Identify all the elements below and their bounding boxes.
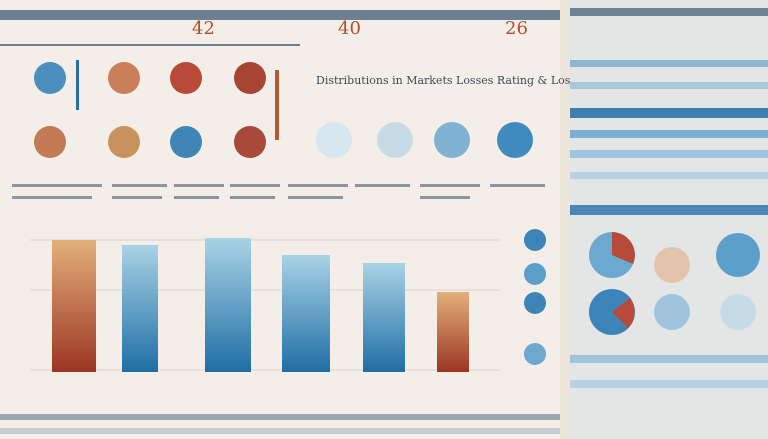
number: 42 [192,18,215,39]
text-lines [12,184,545,199]
bars [0,238,560,434]
number: 26 [505,18,528,39]
right-panel [570,0,768,439]
rule [0,44,300,46]
pie-grid [34,60,533,158]
title: Distributions in Markets Losses Rating &… [316,74,644,87]
table-stripes [570,8,768,388]
side-pies [524,229,546,365]
left-panel [0,0,560,439]
header-strip [0,10,560,20]
table-pies [589,232,760,335]
number: 40 [338,18,361,39]
